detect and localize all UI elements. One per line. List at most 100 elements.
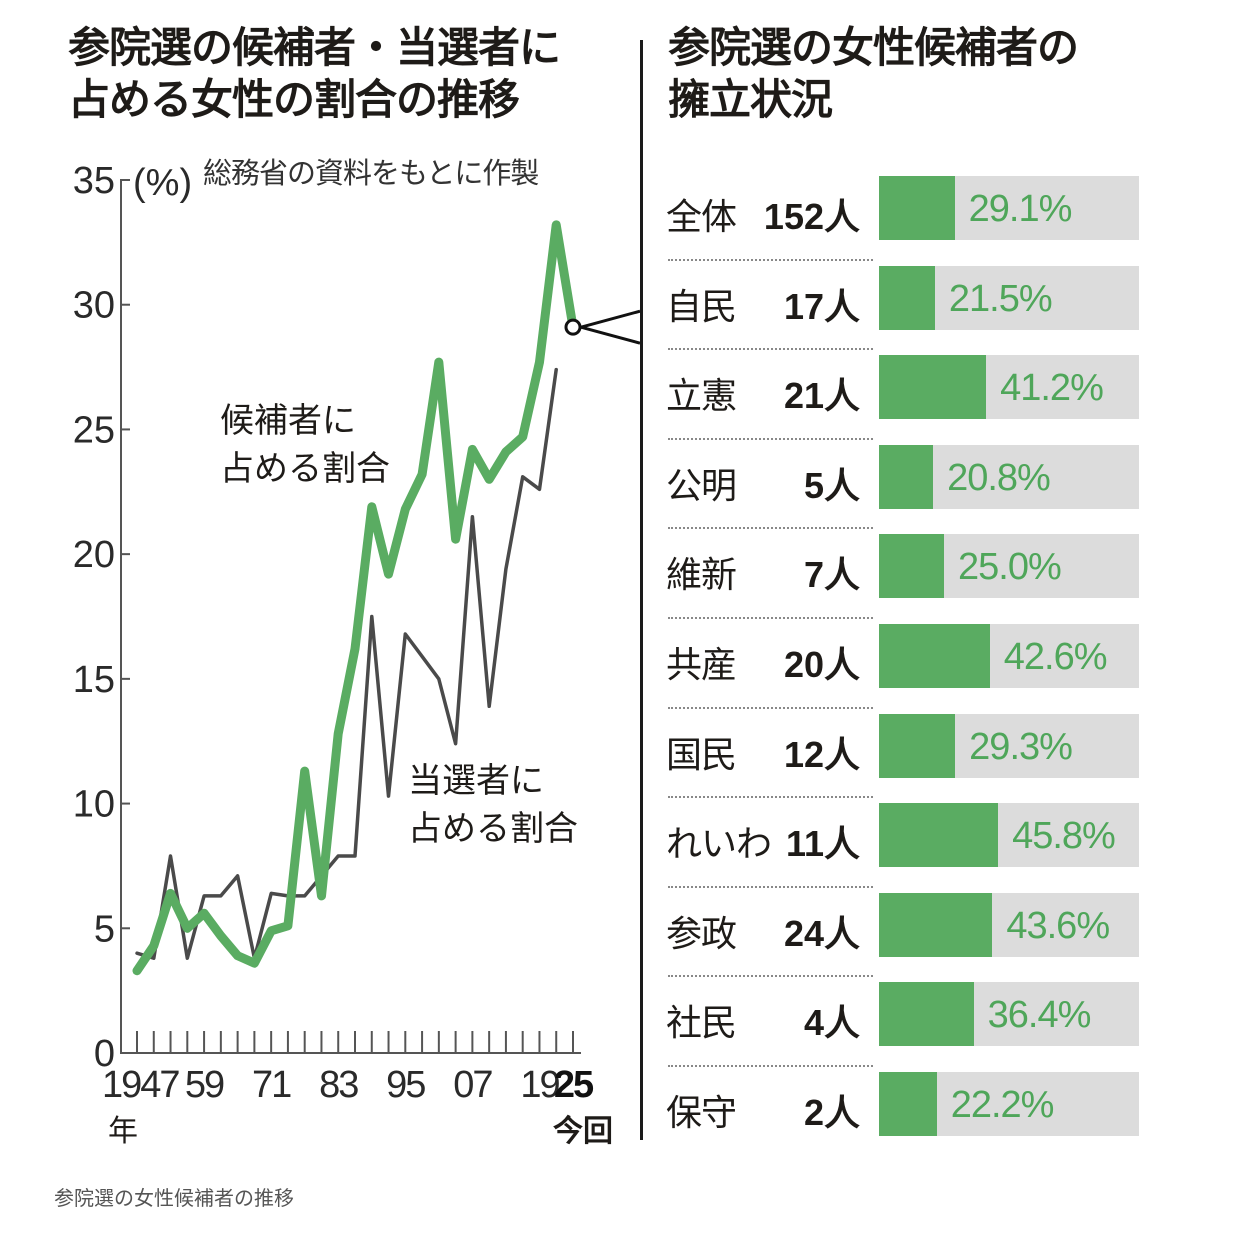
y-tick-label: 10 [73, 784, 115, 826]
series-label-line2: 占める割合 [220, 449, 390, 489]
percent-label: 29.3% [969, 725, 1073, 768]
candidate-count: 17人 [783, 285, 860, 327]
bar-chart-title-line1: 参院選の女性候補者の [668, 23, 1079, 72]
party-name: れいわ [666, 824, 772, 866]
candidate-count: 7人 [803, 554, 860, 596]
bar-fill [879, 982, 974, 1047]
bar-fill [879, 444, 934, 509]
bar-fill [879, 176, 955, 240]
x-tick-label: 1947 [102, 1064, 179, 1106]
connector-lines [580, 309, 640, 345]
candidate-count: 11人 [785, 823, 860, 865]
bar-row: 立憲 21人 41.2% [662, 345, 1142, 433]
bar-row: 保守 2人 22.2% [662, 1062, 1142, 1150]
bar-track: 36.4% [879, 982, 1139, 1047]
party-name: 自民 [666, 286, 737, 328]
series-label-line2: 占める割合 [408, 809, 578, 849]
bar-track: 21.5% [879, 265, 1139, 330]
candidate-count: 2人 [803, 1092, 860, 1133]
party-name: 社民 [666, 1003, 737, 1045]
candidate-count: 152人 [763, 196, 860, 237]
y-tick-label: 0 [94, 1033, 115, 1075]
bar-track: 29.1% [879, 176, 1139, 240]
bar-row: れいわ 11人 45.8% [662, 793, 1142, 881]
percent-label: 21.5% [948, 277, 1053, 320]
percent-label: 29.1% [968, 188, 1073, 230]
bar-fill [879, 534, 944, 599]
party-name: 全体 [666, 197, 737, 238]
x-tick-label: 95 [386, 1064, 425, 1106]
party-name: 保守 [666, 1093, 737, 1134]
bar-fill [879, 265, 935, 330]
x-tick-label: 71 [252, 1064, 291, 1106]
candidate-count: 21人 [783, 375, 860, 417]
percent-label: 20.8% [947, 456, 1051, 499]
row-separator [668, 706, 873, 709]
row-separator [668, 975, 873, 978]
percent-label: 42.6% [1003, 636, 1108, 678]
line-chart-title: 参院選の候補者・当選者に 占める女性の割合の推移 [68, 22, 638, 126]
bar-chart-title: 参院選の女性候補者の 擁立状況 [668, 22, 1208, 126]
x-tick-label: 83 [319, 1064, 358, 1106]
elected-line [135, 367, 558, 960]
x-tick-sublabel: 今回 [553, 1114, 613, 1149]
row-separator [668, 258, 873, 261]
bar-row: 自民 17人 21.5% [662, 256, 1142, 344]
bar-track: 25.0% [879, 534, 1139, 599]
figure-caption: 参院選の女性候補者の推移 [54, 1186, 294, 1210]
percent-label: 22.2% [950, 1084, 1055, 1126]
y-tick-label: 20 [73, 534, 115, 576]
y-unit-label: (%) [133, 162, 192, 204]
row-separator [668, 348, 873, 351]
source-note: 総務省の資料をもとに作製 [203, 156, 539, 190]
bar-row: 全体 152人 29.1% [662, 166, 1142, 254]
bar-row: 共産 20人 42.6% [662, 614, 1142, 702]
line-chart-title-line2: 占める女性の割合の推移 [68, 75, 520, 124]
party-name: 参政 [666, 913, 737, 955]
panel-divider [640, 40, 643, 1140]
y-tick-label: 5 [94, 908, 115, 950]
row-separator [668, 1065, 873, 1067]
series-group [132, 220, 640, 976]
bar-fill [879, 355, 987, 420]
y-tick-label: 30 [73, 285, 115, 327]
candidate-count: 4人 [803, 1002, 860, 1044]
bar-row: 公明 5人 20.8% [662, 435, 1142, 523]
bar-track: 22.2% [879, 1072, 1139, 1136]
bar-track: 42.6% [879, 624, 1139, 688]
bar-fill [879, 624, 990, 688]
percent-label: 41.2% [1000, 367, 1104, 410]
row-separator [668, 527, 873, 530]
row-separator [668, 885, 873, 888]
bar-row: 参政 24人 43.6% [662, 883, 1142, 971]
row-separator [668, 437, 873, 440]
bar-fill [879, 892, 993, 957]
candidates-line [132, 220, 578, 976]
party-name: 国民 [666, 734, 737, 776]
x-tick-label: 19 [520, 1064, 559, 1106]
latest-marker [564, 318, 582, 336]
candidate-count: 12人 [783, 733, 860, 775]
percent-label: 25.0% [958, 546, 1062, 589]
party-name: 維新 [666, 555, 737, 597]
series-label-line1: 候補者に [220, 401, 356, 441]
percent-label: 36.4% [987, 994, 1092, 1037]
candidate-count: 5人 [803, 464, 860, 506]
candidate-count: 20人 [783, 644, 860, 685]
x-tick-label: 07 [453, 1064, 492, 1106]
y-tick-label: 35 [73, 160, 115, 202]
x-tick-sublabel: 年 [108, 1114, 138, 1149]
line-chart-title-line1: 参院選の候補者・当選者に [68, 23, 561, 72]
percent-label: 45.8% [1012, 815, 1116, 858]
bar-row: 維新 7人 25.0% [662, 524, 1142, 612]
bar-fill [879, 1072, 937, 1136]
bar-track: 20.8% [879, 444, 1139, 509]
percent-label: 43.6% [1006, 904, 1110, 947]
party-name: 共産 [666, 645, 737, 686]
series-label-line1: 当選者に [408, 761, 544, 801]
bar-chart-title-line2: 擁立状況 [668, 75, 833, 124]
bar-track: 29.3% [879, 713, 1139, 778]
